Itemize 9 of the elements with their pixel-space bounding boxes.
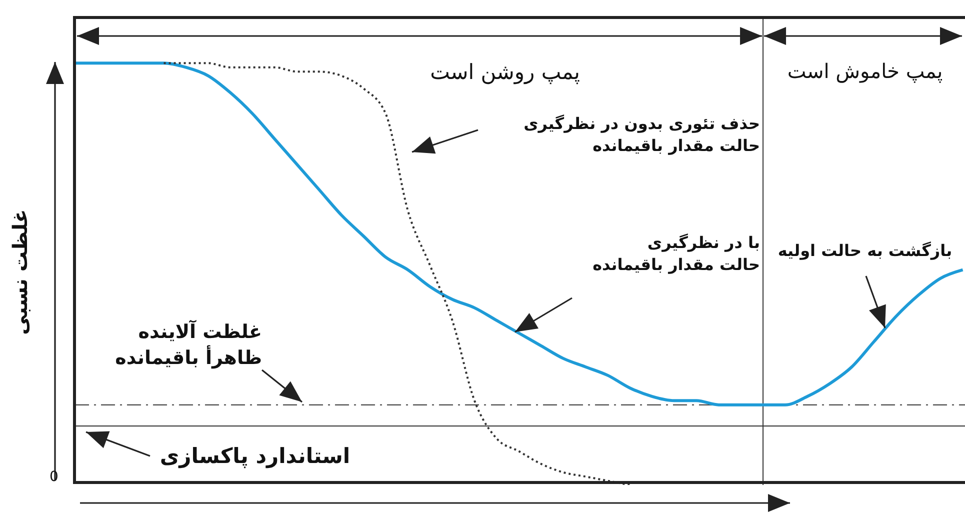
- y-axis-title: غلظت نسبی: [8, 208, 32, 337]
- annotation: پمپ روشن است: [429, 59, 581, 86]
- ref-line-label: استاندارد پاکسازی: [158, 443, 352, 470]
- annotation: حذف تئوری بدون در نظرگیری حالت مقدار باقیمانده: [522, 113, 760, 156]
- annotation: پمپ خاموش است: [786, 58, 944, 85]
- ref-line-label: غلظت آلاینده ظاهرأ باقیمانده: [114, 320, 262, 371]
- text: 0: [48, 468, 60, 487]
- annotation: با در نظرگیری حالت مقدار باقیمانده: [592, 232, 760, 276]
- annotation: بازگشت به حالت اولیه: [776, 240, 954, 262]
